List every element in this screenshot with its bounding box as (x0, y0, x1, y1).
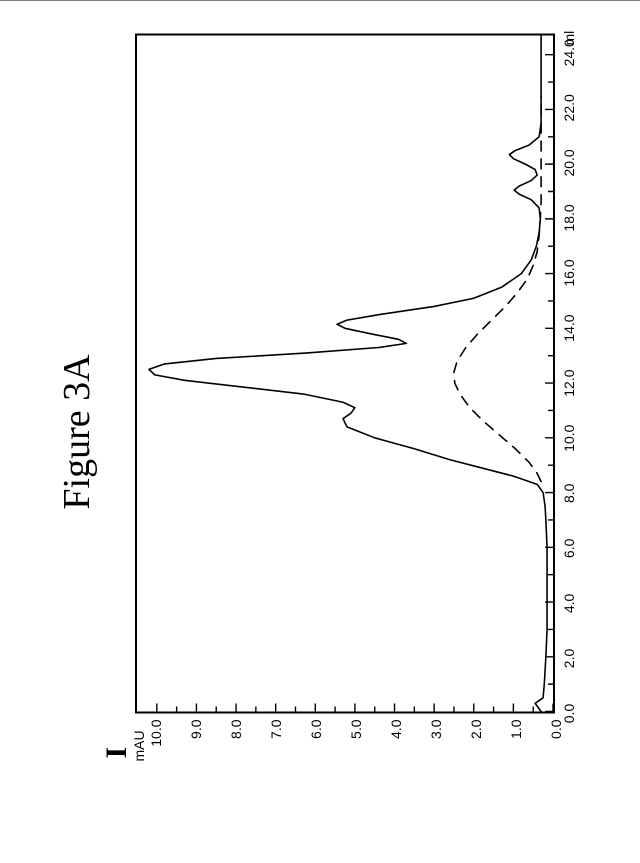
x-tick-label: 4.0 (561, 593, 577, 612)
chart-frame: Figure 3A I mAU ml 0.01.02.03.04.05.06.0… (0, 0, 640, 863)
y-tick-label: 3.0 (428, 719, 444, 738)
y-axis-unit-label: mAU (131, 730, 147, 761)
x-tick-label: 0.0 (561, 703, 577, 722)
y-tick-label: 6.0 (308, 719, 324, 738)
y-tick-label: 7.0 (268, 719, 284, 738)
x-tick-label: 22.0 (561, 94, 577, 121)
y-tick-label: 9.0 (188, 719, 204, 738)
chromatogram-chart (135, 33, 555, 713)
x-tick-label: 16.0 (561, 259, 577, 286)
x-tick-label: 18.0 (561, 204, 577, 231)
y-tick-label: 8.0 (228, 719, 244, 738)
y-tick-label: 2.0 (468, 719, 484, 738)
x-tick-label: 20.0 (561, 149, 577, 176)
y-tick-label: 10.0 (148, 719, 164, 746)
x-tick-label: 2.0 (561, 648, 577, 667)
plot-svg (137, 35, 553, 711)
panel-label: I (100, 746, 134, 758)
y-tick-label: 1.0 (508, 719, 524, 738)
y-tick-label: 4.0 (388, 719, 404, 738)
solid-trace (149, 35, 547, 711)
y-tick-label: 5.0 (348, 719, 364, 738)
x-tick-label: 6.0 (561, 538, 577, 557)
x-tick-label: 12.0 (561, 369, 577, 396)
figure-title: Figure 3A (55, 0, 99, 863)
x-tick-label: 24.0 (561, 39, 577, 66)
y-ticks (157, 703, 553, 711)
x-tick-label: 10.0 (561, 424, 577, 451)
x-tick-label: 14.0 (561, 314, 577, 341)
x-tick-label: 8.0 (561, 483, 577, 502)
